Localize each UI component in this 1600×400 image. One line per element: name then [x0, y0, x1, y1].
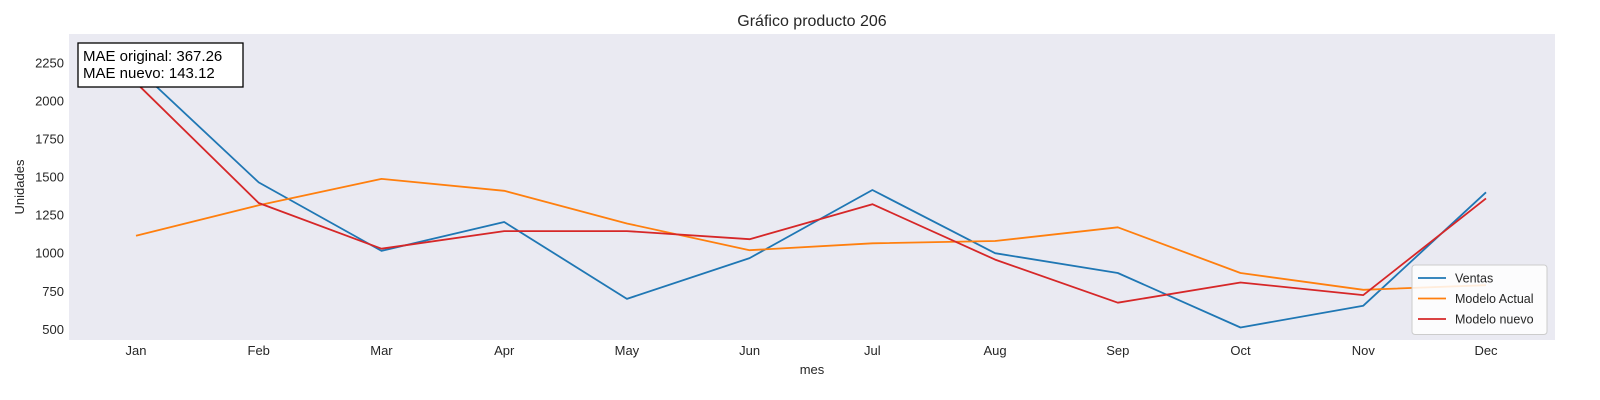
- mae-annotation: MAE original: 367.26 MAE nuevo: 143.12: [77, 42, 244, 88]
- x-tick-label: Aug: [984, 343, 1007, 358]
- y-tick-label: 1750: [35, 132, 64, 147]
- legend-entry: Ventas: [1455, 272, 1493, 286]
- series-lines: [135, 66, 1487, 329]
- mae-original-text: MAE original: 367.26: [83, 48, 222, 65]
- x-tick-label: Dec: [1474, 343, 1498, 358]
- x-tick-label: Jan: [126, 343, 147, 358]
- x-tick-label: Apr: [494, 343, 515, 358]
- series-line-1: [135, 66, 1487, 329]
- series-line-2: [135, 177, 1487, 291]
- y-tick-label: 500: [42, 322, 64, 337]
- legend-entry: Modelo Actual: [1455, 292, 1534, 306]
- x-axis-label: mes: [800, 362, 825, 377]
- y-tick-label: 1000: [35, 246, 64, 261]
- x-tick-label: Feb: [248, 343, 270, 358]
- series-line-3: [135, 82, 1487, 304]
- x-tick-label: Nov: [1352, 343, 1376, 358]
- x-tick-labels: Jan Feb Mar Apr May Jun Jul Aug Sep Oct Nov Dec: [126, 343, 1499, 358]
- y-tick-label: 1250: [35, 208, 64, 223]
- annotation-box: [77, 42, 244, 88]
- x-tick-label: Oct: [1230, 343, 1251, 358]
- legend-box: [1411, 264, 1548, 335]
- x-tick-label: Jul: [864, 343, 881, 358]
- y-tick-label: 750: [42, 284, 64, 299]
- y-axis-label: Unidades: [12, 159, 27, 214]
- y-tick-labels: 500 750 1000 1250 1500 1750 2000 2250: [35, 55, 64, 336]
- x-tick-label: Jun: [739, 343, 760, 358]
- x-tick-label: Sep: [1106, 343, 1129, 358]
- x-tick-label: May: [615, 343, 640, 358]
- plot-area: [69, 34, 1555, 340]
- legend-entry: Modelo nuevo: [1455, 313, 1534, 327]
- y-tick-label: 2250: [35, 55, 64, 70]
- y-tick-label: 1500: [35, 170, 64, 185]
- y-tick-label: 2000: [35, 93, 64, 108]
- x-tick-label: Mar: [370, 343, 393, 358]
- legend: Ventas Modelo Actual Modelo nuevo: [1411, 264, 1548, 335]
- chart-title: Gráfico producto 206: [737, 13, 887, 30]
- mae-new-text: MAE nuevo: 143.12: [83, 65, 215, 82]
